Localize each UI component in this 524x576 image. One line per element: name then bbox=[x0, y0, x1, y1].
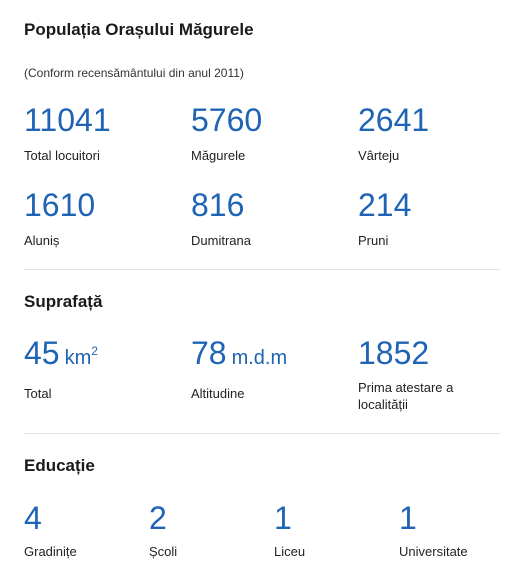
stat-unit: m.d.m bbox=[231, 347, 288, 369]
population-subtitle: (Conform recensământului din anul 2011) bbox=[24, 66, 244, 80]
stat-value: 1852 bbox=[358, 335, 430, 371]
stat-value: 2641 bbox=[358, 102, 430, 138]
stat-value: 5760 bbox=[191, 102, 263, 138]
stat-magurele: 5760 Măgurele bbox=[191, 102, 263, 163]
stat-value: 4 bbox=[24, 500, 42, 536]
stat-value: 45 km2 bbox=[24, 335, 98, 376]
stat-unit: km2 bbox=[64, 344, 98, 369]
stat-label: Gradinițe bbox=[24, 544, 77, 559]
stat-label: Măgurele bbox=[191, 148, 246, 163]
stat-area-total: 45 km2 Total bbox=[24, 335, 98, 401]
stat-total-locuitori: 11041 Total locuitori bbox=[24, 102, 111, 163]
stat-label: Altitudine bbox=[191, 386, 245, 401]
stat-label: Dumitrana bbox=[191, 233, 251, 248]
stat-label: Vârteju bbox=[358, 148, 400, 163]
stat-label: Școli bbox=[149, 544, 178, 559]
stat-label: Total bbox=[24, 386, 52, 401]
stat-altitudine: 78 m.d.m Altitudine bbox=[191, 335, 287, 401]
stat-label: Total locuitori bbox=[24, 148, 100, 163]
stat-label: Pruni bbox=[358, 233, 389, 248]
stat-pruni: 214 Pruni bbox=[358, 187, 412, 248]
stat-label-line2: localității bbox=[358, 397, 408, 412]
stat-value: 1 bbox=[274, 500, 292, 536]
stat-dumitrana: 816 Dumitrana bbox=[191, 187, 251, 248]
stat-universitate: 1 Universitate bbox=[399, 500, 468, 559]
stat-prima-atestare: 1852 Prima atestare a localității bbox=[358, 335, 453, 412]
section-divider bbox=[24, 269, 500, 270]
stat-value: 214 bbox=[358, 187, 412, 223]
stat-number: 45 bbox=[24, 335, 60, 371]
stat-label: Aluniș bbox=[24, 233, 60, 248]
population-title: Populația Orașului Măgurele bbox=[24, 20, 254, 39]
stat-gradinite: 4 Gradinițe bbox=[24, 500, 77, 559]
education-title: Educație bbox=[24, 456, 95, 475]
section-divider bbox=[24, 433, 500, 434]
stat-liceu: 1 Liceu bbox=[274, 500, 305, 559]
unit-text: km bbox=[64, 347, 92, 369]
area-title: Suprafață bbox=[24, 292, 103, 311]
stat-varteju: 2641 Vârteju bbox=[358, 102, 430, 163]
stat-value: 1 bbox=[399, 500, 417, 536]
stat-label-line1: Prima atestare a bbox=[358, 380, 454, 395]
stat-alunis: 1610 Aluniș bbox=[24, 187, 96, 248]
stat-value: 1610 bbox=[24, 187, 96, 223]
stat-value: 816 bbox=[191, 187, 245, 223]
unit-superscript: 2 bbox=[91, 344, 98, 358]
stat-value: 2 bbox=[149, 500, 167, 536]
stat-value: 11041 bbox=[24, 102, 111, 138]
stat-scoli: 2 Școli bbox=[149, 500, 177, 559]
stat-value: 78 m.d.m bbox=[191, 335, 287, 376]
stat-label: Universitate bbox=[399, 544, 468, 559]
stat-label: Liceu bbox=[274, 544, 306, 559]
stat-number: 78 bbox=[191, 335, 227, 371]
